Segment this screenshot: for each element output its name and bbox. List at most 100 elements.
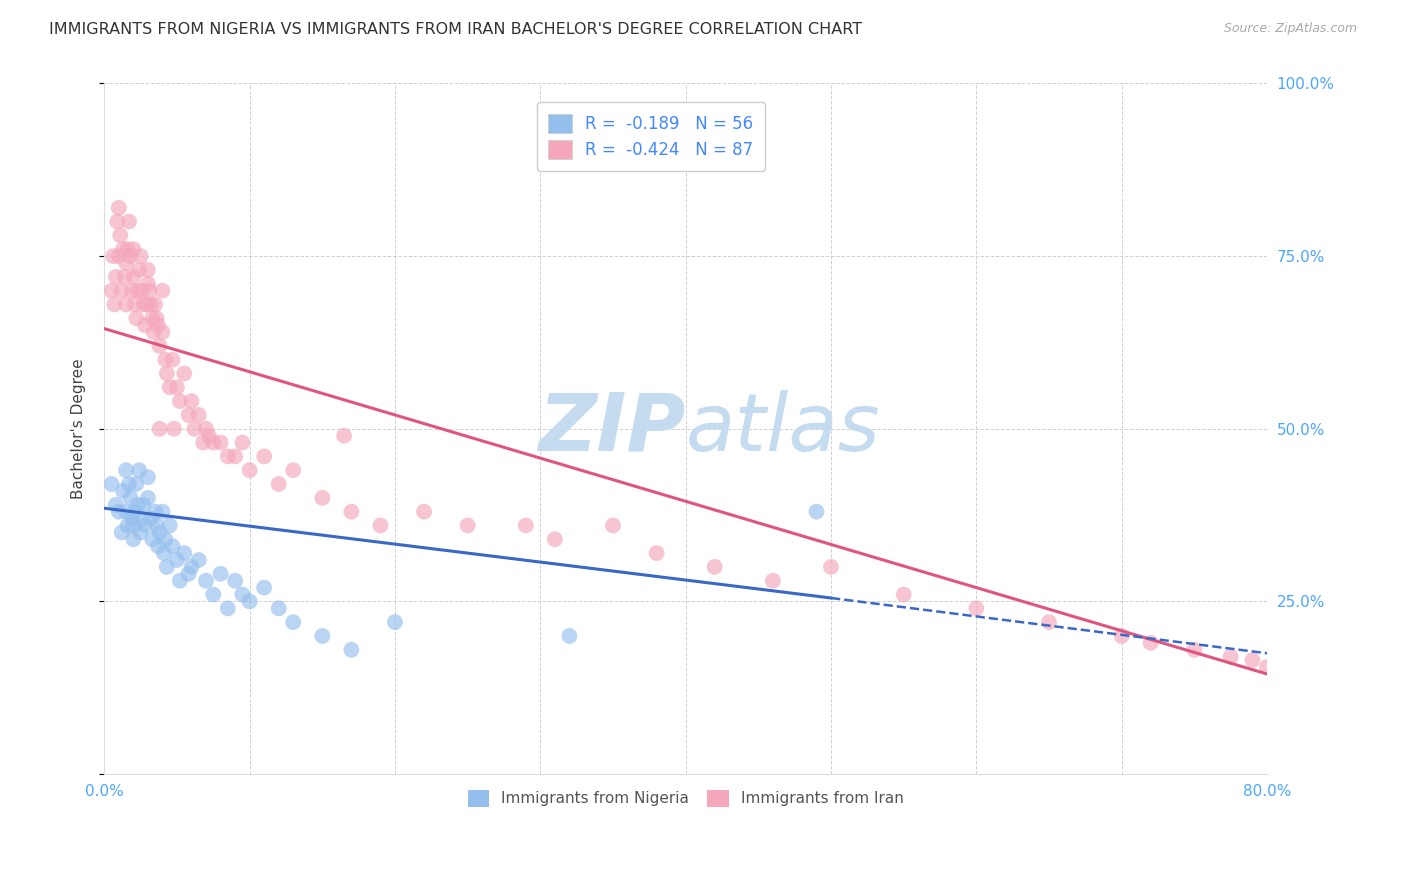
Point bbox=[118, 214, 141, 228]
Point bbox=[120, 491, 142, 505]
Point bbox=[148, 422, 170, 436]
Point bbox=[162, 539, 184, 553]
Point bbox=[703, 560, 725, 574]
Point bbox=[122, 518, 145, 533]
Point bbox=[267, 601, 290, 615]
Point bbox=[340, 642, 363, 657]
Point bbox=[965, 601, 987, 615]
Point bbox=[209, 435, 232, 450]
Point bbox=[180, 394, 202, 409]
Point bbox=[169, 394, 191, 409]
Point bbox=[125, 311, 148, 326]
Point bbox=[173, 367, 195, 381]
Point bbox=[121, 511, 143, 525]
Point bbox=[152, 284, 174, 298]
Point bbox=[515, 518, 537, 533]
Point bbox=[104, 269, 127, 284]
Point bbox=[127, 284, 149, 298]
Point bbox=[820, 560, 842, 574]
Point bbox=[224, 450, 246, 464]
Point bbox=[283, 463, 305, 477]
Point bbox=[143, 505, 166, 519]
Point bbox=[1256, 660, 1278, 674]
Point bbox=[115, 463, 138, 477]
Y-axis label: Bachelor's Degree: Bachelor's Degree bbox=[72, 359, 86, 500]
Point bbox=[124, 297, 146, 311]
Point bbox=[128, 463, 150, 477]
Point bbox=[180, 560, 202, 574]
Point bbox=[1241, 653, 1264, 667]
Point bbox=[124, 505, 146, 519]
Point bbox=[117, 518, 139, 533]
Point bbox=[117, 242, 139, 256]
Point bbox=[122, 242, 145, 256]
Point bbox=[159, 518, 181, 533]
Point bbox=[132, 297, 155, 311]
Point bbox=[145, 311, 167, 326]
Point bbox=[136, 263, 159, 277]
Point bbox=[136, 491, 159, 505]
Point bbox=[195, 422, 218, 436]
Point bbox=[166, 380, 188, 394]
Point bbox=[1139, 636, 1161, 650]
Point bbox=[101, 249, 124, 263]
Point bbox=[169, 574, 191, 588]
Point bbox=[893, 588, 915, 602]
Point bbox=[120, 249, 142, 263]
Point bbox=[125, 477, 148, 491]
Point bbox=[129, 525, 152, 540]
Point bbox=[544, 533, 567, 547]
Point bbox=[209, 566, 232, 581]
Point bbox=[202, 588, 225, 602]
Point bbox=[103, 297, 125, 311]
Point bbox=[100, 284, 122, 298]
Point bbox=[139, 297, 162, 311]
Point bbox=[146, 318, 169, 333]
Point bbox=[239, 594, 262, 608]
Point bbox=[111, 525, 134, 540]
Text: atlas: atlas bbox=[686, 390, 880, 467]
Point bbox=[1111, 629, 1133, 643]
Point bbox=[384, 615, 406, 630]
Point bbox=[177, 566, 200, 581]
Point bbox=[136, 277, 159, 291]
Point bbox=[155, 533, 177, 547]
Point bbox=[187, 408, 209, 422]
Point bbox=[143, 297, 166, 311]
Point bbox=[173, 546, 195, 560]
Point bbox=[128, 263, 150, 277]
Point bbox=[156, 560, 179, 574]
Point bbox=[122, 269, 145, 284]
Point bbox=[142, 325, 165, 339]
Point bbox=[558, 629, 581, 643]
Point bbox=[114, 269, 136, 284]
Point bbox=[311, 629, 333, 643]
Point bbox=[333, 428, 356, 442]
Point bbox=[1182, 642, 1205, 657]
Point bbox=[118, 477, 141, 491]
Point bbox=[136, 470, 159, 484]
Point bbox=[217, 450, 239, 464]
Point bbox=[108, 201, 131, 215]
Point bbox=[166, 553, 188, 567]
Point bbox=[138, 284, 160, 298]
Point bbox=[231, 588, 253, 602]
Text: ZIP: ZIP bbox=[538, 390, 686, 467]
Point bbox=[198, 428, 221, 442]
Point bbox=[127, 498, 149, 512]
Point bbox=[122, 533, 145, 547]
Point bbox=[253, 581, 276, 595]
Point bbox=[131, 284, 153, 298]
Point bbox=[134, 318, 156, 333]
Point bbox=[146, 539, 169, 553]
Point bbox=[111, 284, 134, 298]
Point bbox=[162, 352, 184, 367]
Point bbox=[340, 505, 363, 519]
Point bbox=[311, 491, 333, 505]
Point bbox=[231, 435, 253, 450]
Point bbox=[115, 256, 138, 270]
Point bbox=[135, 297, 157, 311]
Point bbox=[108, 249, 131, 263]
Point bbox=[177, 408, 200, 422]
Point bbox=[115, 505, 138, 519]
